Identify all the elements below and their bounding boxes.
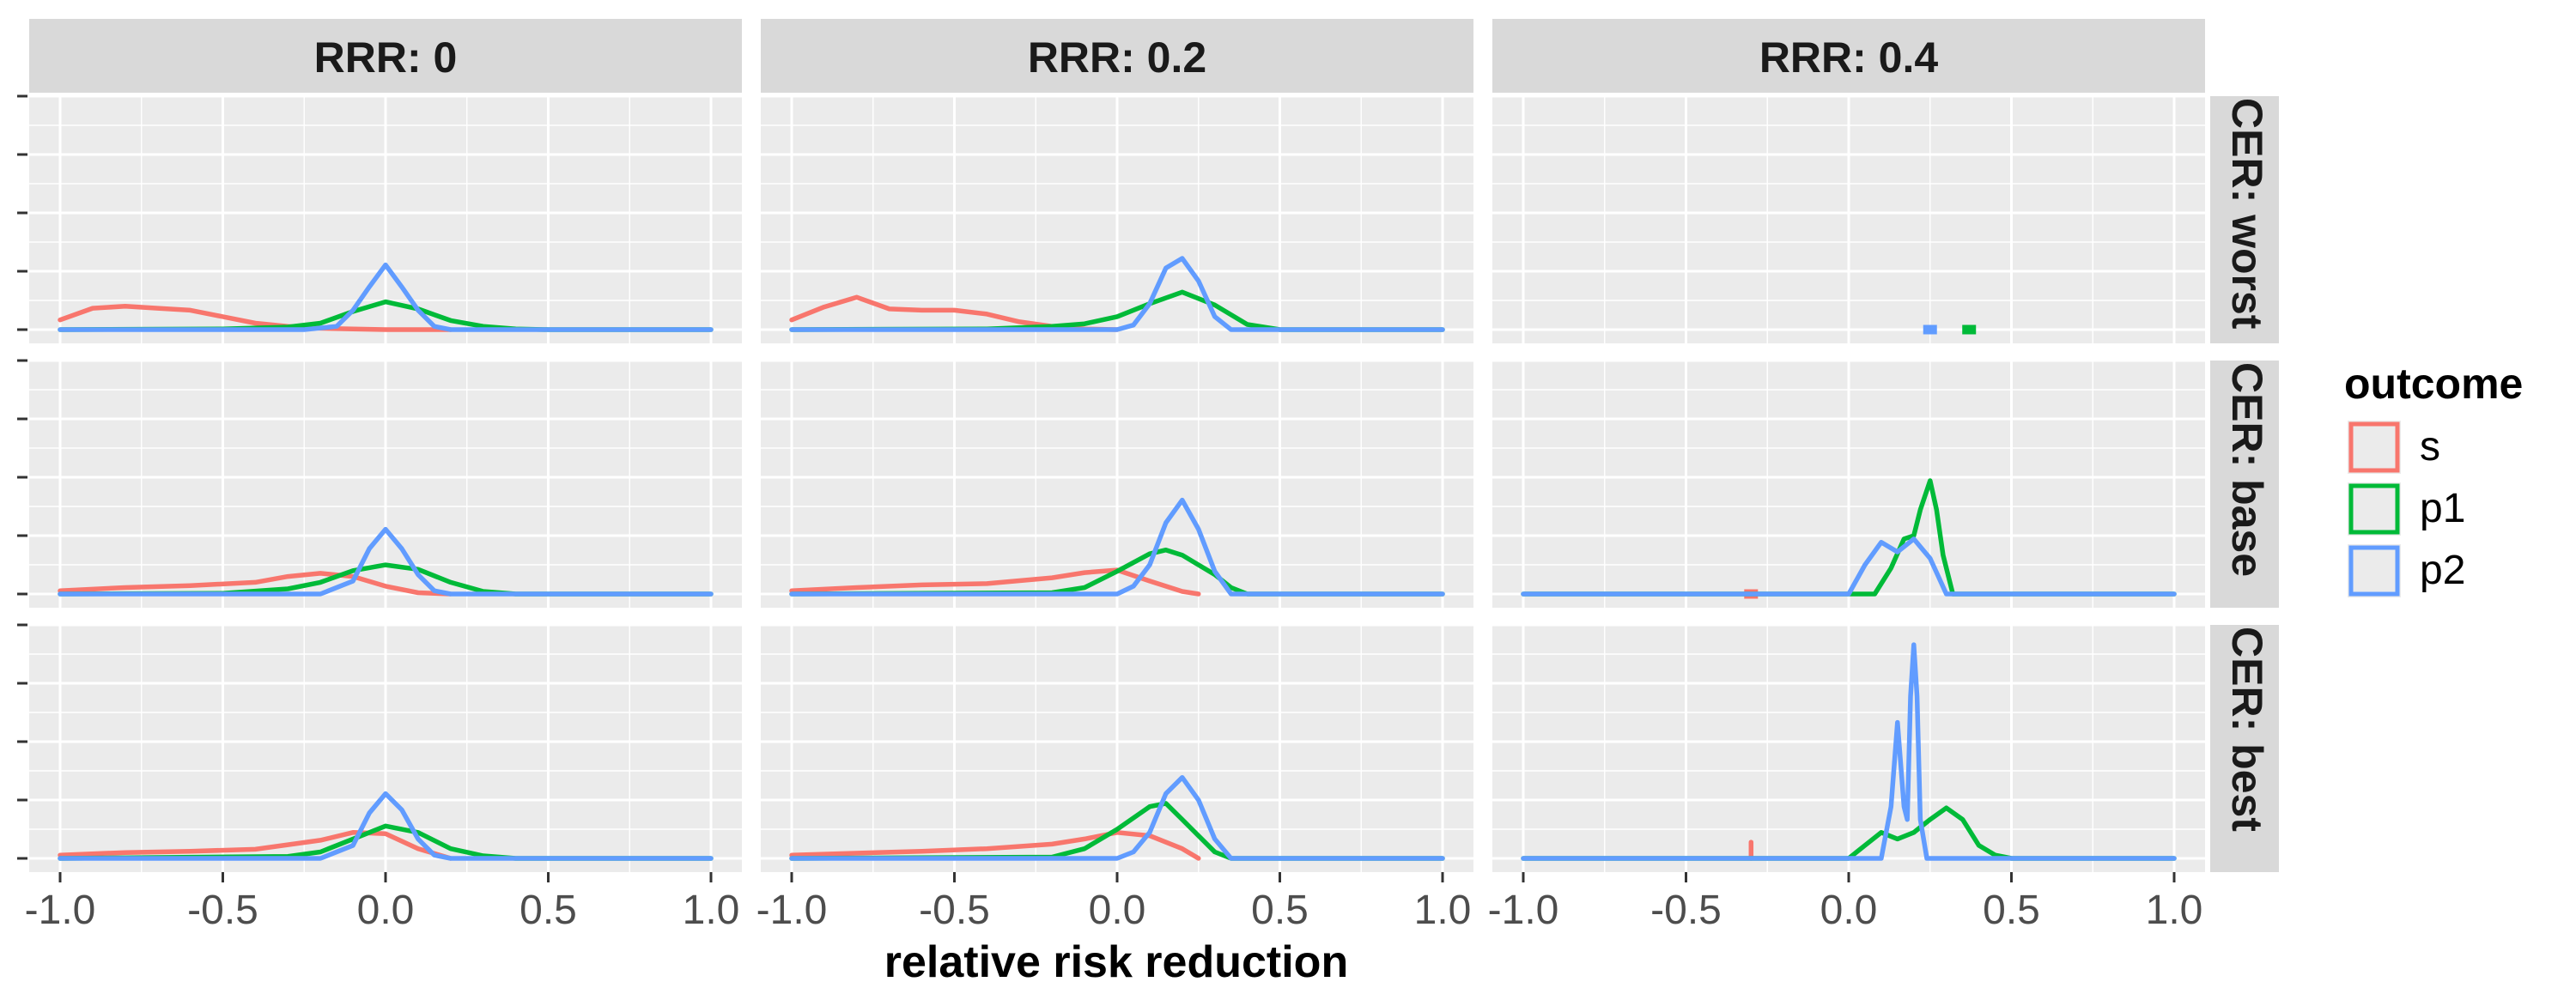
- density-curve-p2: [58, 262, 714, 332]
- density-curve-p1: [789, 547, 1445, 597]
- panel: [29, 359, 742, 608]
- density-curve-p1: [1521, 805, 2177, 861]
- x-tick-label: 0.5: [1251, 888, 1309, 933]
- legend-swatch-p1: [2348, 483, 2400, 535]
- legend-key: [2348, 482, 2401, 536]
- column-strip: [1492, 19, 2205, 93]
- x-tick-label: 0.0: [1089, 888, 1146, 933]
- legend: outcome s p1 p2: [2344, 360, 2523, 597]
- density-curve-p2: [789, 774, 1445, 861]
- density-curve-s: [58, 304, 453, 332]
- density-curve-p2: [58, 791, 714, 861]
- legend-key: [2348, 421, 2401, 474]
- row-strip: [2210, 361, 2279, 608]
- panel: [761, 623, 1473, 872]
- row-strip-label: CER: best: [2223, 627, 2271, 832]
- column-strip-label: RRR: 0.2: [1028, 33, 1206, 82]
- x-tick-label: 1.0: [2146, 888, 2203, 933]
- panel: [761, 94, 1473, 343]
- x-axis: -1.0 -0.5 0.0 0.5 1.0 -1.0 -0.5 0.0 0.5 1.0 -1.0 -0…: [25, 872, 2203, 933]
- row-strips: CER: worst CER: base CER: best: [2210, 96, 2279, 872]
- density-curve-p2: [1521, 536, 2177, 597]
- legend-swatch-p2: [2348, 545, 2400, 597]
- legend-item: p1: [2348, 482, 2465, 536]
- legend-item: p2: [2348, 544, 2465, 597]
- column-strip-label: RRR: 0: [314, 33, 458, 82]
- legend-swatch-s: [2348, 421, 2400, 473]
- column-strip-label: RRR: 0.4: [1759, 33, 1939, 82]
- x-tick-label: 1.0: [683, 888, 740, 933]
- row-strip-label: CER: worst: [2223, 98, 2271, 330]
- panel: [1492, 94, 2205, 343]
- legend-key: [2348, 544, 2401, 597]
- legend-label: s: [2420, 424, 2440, 470]
- density-curve-s: [789, 567, 1201, 597]
- x-tick-label: -1.0: [25, 888, 96, 933]
- x-tick-label: -1.0: [756, 888, 828, 933]
- density-curve-s: [58, 830, 453, 861]
- column-strip: [761, 19, 1473, 93]
- x-tick-label: -1.0: [1488, 888, 1559, 933]
- legend-label: p2: [2420, 548, 2465, 593]
- x-tick-label: 0.0: [357, 888, 415, 933]
- legend-title: outcome: [2344, 360, 2523, 408]
- x-axis-title: relative risk reduction: [884, 937, 1348, 987]
- row-strip-label: CER: base: [2223, 362, 2271, 577]
- x-tick-label: -0.5: [919, 888, 990, 933]
- x-tick-label: 1.0: [1414, 888, 1472, 933]
- x-tick-label: -0.5: [1650, 888, 1722, 933]
- density-curve-p1: [789, 801, 1445, 861]
- density-curve-s: [58, 571, 453, 597]
- row-strip: [2210, 625, 2279, 872]
- panel: [1492, 623, 2205, 872]
- panel: [29, 623, 742, 872]
- row-strip: [2210, 96, 2279, 343]
- density-curve-p2: [789, 256, 1445, 332]
- panel: [761, 359, 1473, 608]
- density-curve-p2: [1521, 642, 2177, 861]
- y-axis: [17, 94, 27, 860]
- panel-grid: [29, 94, 2205, 872]
- x-tick-label: 0.5: [1983, 888, 2040, 933]
- legend-label: p1: [2420, 486, 2465, 531]
- density-curve-p2: [58, 526, 714, 597]
- column-strip: [29, 19, 742, 93]
- legend-item: s: [2348, 421, 2440, 474]
- density-curve-p1: [1521, 478, 2177, 597]
- x-tick-label: -0.5: [187, 888, 258, 933]
- column-strips: RRR: 0 RRR: 0.2 RRR: 0.4: [29, 19, 2205, 93]
- x-tick-label: 0.0: [1820, 888, 1878, 933]
- x-tick-label: 0.5: [519, 888, 577, 933]
- panel: [1492, 359, 2205, 608]
- density-curve-p2: [789, 497, 1445, 597]
- density-curve-s: [789, 830, 1201, 861]
